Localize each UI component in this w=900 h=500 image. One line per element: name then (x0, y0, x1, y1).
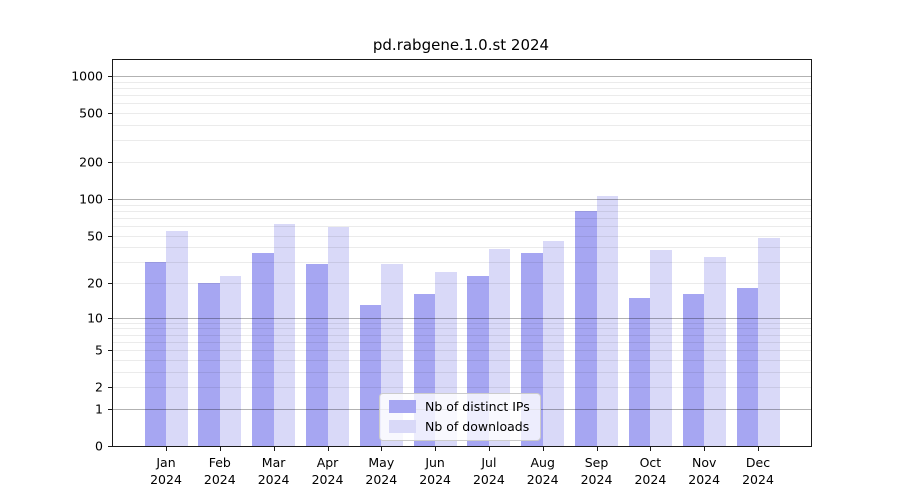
y-tick-label: 100 (79, 191, 103, 207)
x-tick-mark (488, 446, 490, 451)
y-tick-mark (108, 283, 113, 284)
bar-apr-distinct-ips (306, 263, 328, 446)
bar-apr-downloads (327, 226, 349, 446)
y-tick-mark (108, 387, 113, 389)
x-tick-label-jul: Jul 2024 (472, 455, 505, 487)
y-tick-label: 50 (87, 228, 103, 243)
y-tick-mark (108, 235, 113, 237)
legend-swatch-distinct-ips (389, 400, 416, 413)
y-tick-label: 500 (79, 105, 103, 121)
legend-swatch-downloads (389, 420, 416, 433)
bar-feb-downloads (219, 275, 242, 446)
y-tick-mark (108, 198, 113, 200)
y-tick-label: 1 (95, 401, 103, 417)
bar-aug-downloads (542, 241, 565, 446)
bars-layer (113, 60, 811, 446)
x-tick-label-apr: Apr 2024 (311, 455, 344, 487)
legend-item-distinct-ips: Nb of distinct IPs (389, 399, 530, 414)
x-tick-label-aug: Aug 2024 (526, 455, 559, 487)
bar-sep-downloads (596, 196, 618, 446)
y-tick-mark (108, 113, 113, 115)
legend: Nb of distinct IPs Nb of downloads (379, 393, 541, 441)
bar-may-distinct-ips (359, 304, 382, 446)
y-tick-label: 20 (87, 275, 103, 291)
x-tick-label-jan: Jan 2024 (150, 455, 182, 487)
y-tick-label: 200 (79, 154, 103, 170)
x-tick-label-dec: Dec 2024 (742, 455, 774, 487)
x-tick-mark (381, 446, 383, 451)
x-tick-label-jun: Jun 2024 (419, 455, 451, 487)
x-tick-mark (542, 446, 544, 451)
bar-sep-distinct-ips (575, 210, 597, 446)
x-tick-mark (435, 446, 437, 451)
bar-oct-downloads (650, 249, 672, 446)
bar-feb-distinct-ips (198, 283, 220, 446)
bar-mar-distinct-ips (252, 252, 274, 446)
legend-label: Nb of downloads (425, 419, 530, 434)
y-tick-mark (108, 350, 113, 352)
bar-dec-distinct-ips (736, 288, 758, 446)
bar-jan-distinct-ips (144, 262, 166, 446)
y-tick-label: 2 (95, 379, 103, 395)
x-tick-mark (650, 446, 652, 451)
x-tick-mark (596, 446, 598, 451)
x-tick-label-mar: Mar 2024 (257, 455, 290, 487)
y-tick-label: 0 (95, 438, 103, 454)
x-tick-mark (758, 446, 759, 451)
bar-jan-downloads (166, 230, 188, 446)
chart-title: pd.rabgene.1.0.st 2024 (372, 36, 550, 54)
x-tick-label-may: May 2024 (365, 455, 398, 487)
x-tick-label-feb: Feb 2024 (203, 455, 236, 487)
x-tick-mark (704, 446, 706, 451)
y-tick-label: 10 (87, 310, 103, 326)
y-tick-mark (108, 76, 113, 78)
x-tick-label-nov: Nov 2024 (688, 455, 721, 487)
legend-item-downloads: Nb of downloads (389, 419, 530, 434)
x-tick-mark (219, 446, 221, 451)
y-tick-label: 5 (95, 342, 103, 358)
x-tick-mark (166, 446, 167, 451)
x-tick-label-sep: Sep 2024 (580, 455, 613, 487)
x-tick-mark (327, 446, 329, 451)
x-tick-label-oct: Oct 2024 (634, 455, 667, 487)
bar-mar-downloads (273, 224, 296, 446)
y-tick-mark (108, 446, 113, 447)
bar-nov-downloads (704, 257, 726, 446)
legend-label: Nb of distinct IPs (425, 399, 530, 414)
bar-nov-distinct-ips (682, 294, 705, 446)
y-tick-mark (108, 408, 113, 410)
bar-oct-distinct-ips (628, 297, 651, 446)
y-tick-mark (108, 317, 113, 319)
y-tick-mark (108, 162, 113, 163)
bar-dec-downloads (758, 237, 780, 446)
x-tick-mark (273, 446, 275, 451)
plot-area: 0 1 2 5 10 20 50 100 200 500 1000 Jan 2024 Feb 2024 Mar… (71, 59, 812, 487)
y-tick-label: 1000 (71, 68, 103, 84)
